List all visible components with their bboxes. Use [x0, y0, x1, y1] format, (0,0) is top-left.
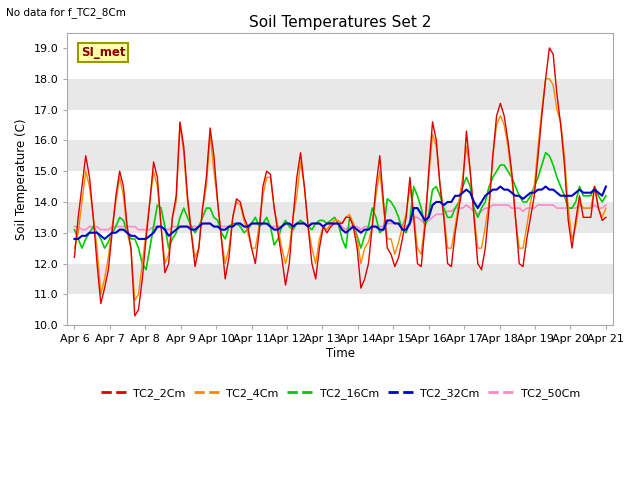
TC2_2Cm	[549, 51, 557, 57]
Legend: TC2_2Cm, TC2_4Cm, TC2_16Cm, TC2_32Cm, TC2_50Cm: TC2_2Cm, TC2_4Cm, TC2_16Cm, TC2_32Cm, TC…	[96, 384, 584, 403]
Line: TC2_16Cm: TC2_16Cm	[74, 153, 606, 270]
Text: No data for f_TC2_8Cm: No data for f_TC2_8Cm	[6, 7, 126, 18]
TC2_32Cm	[233, 221, 241, 227]
TC2_16Cm	[542, 150, 550, 156]
TC2_4Cm	[131, 298, 139, 303]
TC2_16Cm	[421, 224, 429, 229]
TC2_4Cm	[602, 205, 610, 211]
TC2_4Cm	[421, 217, 429, 223]
TC2_32Cm	[406, 221, 413, 227]
TC2_16Cm	[236, 224, 244, 229]
TC2_2Cm	[353, 245, 361, 251]
TC2_16Cm	[410, 184, 417, 190]
Bar	[67, 264, 613, 294]
Y-axis label: Soil Temperature (C): Soil Temperature (C)	[15, 118, 28, 240]
Line: TC2_32Cm: TC2_32Cm	[74, 187, 606, 239]
Title: Soil Temperatures Set 2: Soil Temperatures Set 2	[249, 15, 431, 30]
TC2_50Cm	[410, 215, 417, 220]
Line: TC2_2Cm: TC2_2Cm	[74, 48, 606, 316]
Bar	[67, 48, 613, 79]
TC2_2Cm	[131, 313, 139, 319]
TC2_32Cm	[497, 184, 504, 190]
TC2_32Cm	[349, 224, 357, 229]
Bar	[67, 140, 613, 171]
Bar	[67, 233, 613, 264]
TC2_16Cm	[549, 162, 557, 168]
TC2_50Cm	[353, 224, 361, 229]
TC2_2Cm	[421, 224, 429, 229]
TC2_16Cm	[331, 215, 339, 220]
TC2_50Cm	[331, 221, 339, 227]
TC2_50Cm	[236, 221, 244, 227]
TC2_2Cm	[70, 254, 78, 260]
Bar	[67, 202, 613, 233]
TC2_2Cm	[602, 215, 610, 220]
TC2_4Cm	[70, 245, 78, 251]
TC2_4Cm	[331, 217, 339, 223]
TC2_4Cm	[542, 76, 550, 82]
Bar	[67, 294, 613, 325]
TC2_2Cm	[331, 221, 339, 227]
Bar	[67, 79, 613, 109]
TC2_32Cm	[602, 184, 610, 190]
TC2_4Cm	[549, 82, 557, 88]
TC2_32Cm	[70, 236, 78, 242]
TC2_50Cm	[70, 224, 78, 229]
TC2_32Cm	[545, 187, 553, 192]
TC2_50Cm	[463, 202, 470, 208]
TC2_4Cm	[236, 202, 244, 208]
TC2_2Cm	[410, 215, 417, 220]
TC2_50Cm	[549, 202, 557, 208]
TC2_32Cm	[327, 221, 335, 227]
TC2_16Cm	[602, 193, 610, 199]
Bar	[67, 109, 613, 140]
Text: SI_met: SI_met	[81, 46, 125, 59]
X-axis label: Time: Time	[326, 347, 355, 360]
TC2_50Cm	[421, 221, 429, 227]
TC2_4Cm	[410, 211, 417, 217]
TC2_32Cm	[417, 211, 425, 217]
Line: TC2_50Cm: TC2_50Cm	[74, 205, 606, 229]
TC2_16Cm	[142, 267, 150, 273]
TC2_50Cm	[78, 227, 86, 232]
TC2_2Cm	[545, 45, 553, 51]
TC2_2Cm	[236, 199, 244, 205]
TC2_4Cm	[353, 236, 361, 242]
TC2_16Cm	[353, 233, 361, 239]
TC2_50Cm	[602, 202, 610, 208]
Bar	[67, 171, 613, 202]
Line: TC2_4Cm: TC2_4Cm	[74, 79, 606, 300]
TC2_16Cm	[70, 227, 78, 232]
